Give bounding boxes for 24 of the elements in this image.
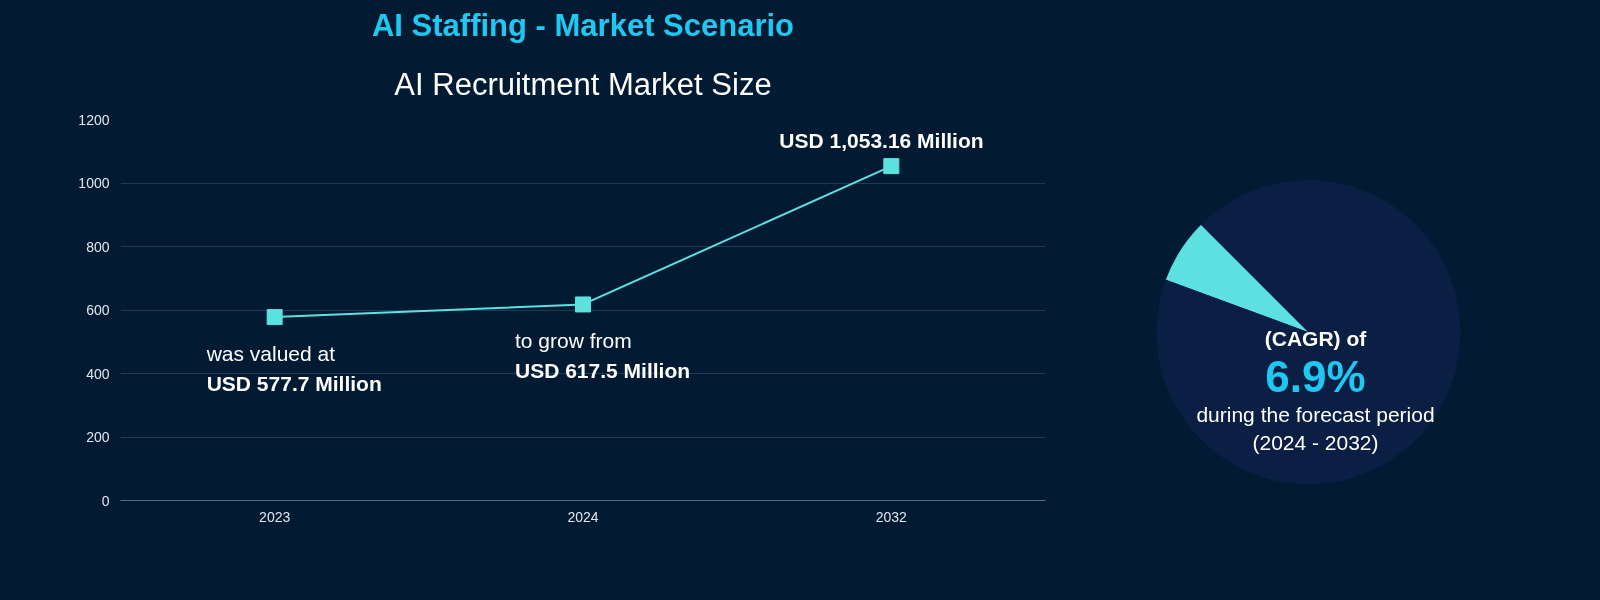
y-tick-label: 0 bbox=[101, 492, 110, 509]
y-tick-label: 600 bbox=[86, 302, 110, 318]
text: (CAGR) of bbox=[1264, 327, 1368, 351]
y-tick-label: 1000 bbox=[78, 175, 110, 191]
x-tick-label: 2032 bbox=[875, 508, 908, 525]
point bbox=[266, 309, 283, 326]
text: USD 1,053.16 Million bbox=[779, 129, 984, 153]
text: USD 577.7 Million bbox=[206, 372, 382, 396]
y-tick-label: 1200 bbox=[78, 111, 110, 128]
text: during the forecast period bbox=[1196, 403, 1435, 427]
y-tick-label: 400 bbox=[86, 365, 110, 382]
x-tick-label: 2023 bbox=[259, 508, 291, 525]
annotation: to grow from bbox=[515, 329, 632, 353]
x-tick-label: 2024 bbox=[567, 508, 599, 525]
point bbox=[883, 158, 900, 175]
text: USD 617.5 Million bbox=[515, 359, 691, 383]
text: 6.9% bbox=[1265, 352, 1366, 402]
chart-subtitle: AI Recruitment Market Size bbox=[394, 67, 772, 102]
y-tick-label: 200 bbox=[86, 429, 110, 445]
y-tick-label: 800 bbox=[86, 238, 110, 255]
text: (2024 - 2032) bbox=[1252, 430, 1379, 454]
chart-title: AI Staffing - Market Scenario bbox=[371, 7, 795, 43]
annotation: was valued at bbox=[205, 342, 336, 366]
point bbox=[575, 296, 591, 313]
